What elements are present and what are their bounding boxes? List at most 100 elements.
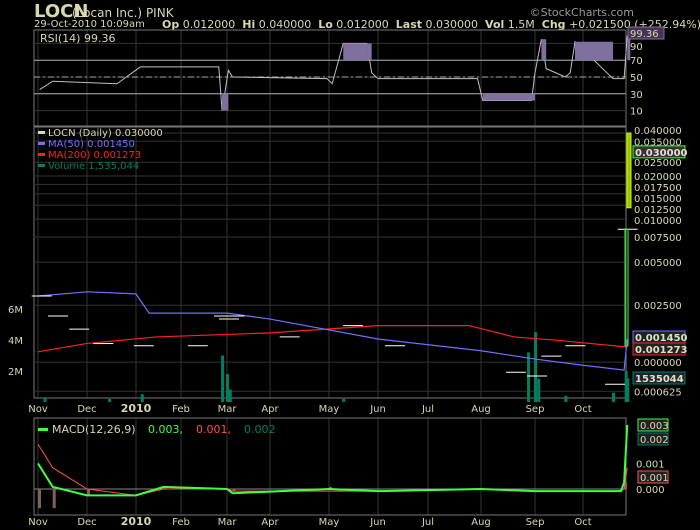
month-label: May [319,517,340,528]
volume-bar [342,398,346,402]
company: (Locan Inc.) [72,6,143,20]
legend-swatch [38,131,45,134]
macd-last-box [637,432,669,446]
ma50-line [37,291,628,371]
volume-bar [108,398,112,402]
macd-histogram-bar [87,489,90,496]
rsi-fill [575,41,614,61]
price-tick: 0.010000 [634,216,682,227]
macd-histogram-bar [329,486,332,489]
legend-swatch [38,164,45,167]
price-legend: MA(200) 0.001273 [48,150,141,161]
volume-last-label: 1535044 [635,374,684,385]
month-label: Apr [261,517,279,528]
brand[interactable]: ©StockCharts.com [529,6,634,19]
legend-swatch [38,428,48,431]
month-label: Apr [261,404,279,415]
month-label: Feb [172,517,190,528]
macd-line [37,425,629,497]
price-tick: 0.035000 [634,137,682,148]
volume-bar [221,355,225,402]
macd-signal-line [37,444,628,496]
price-legend: MA(50) 0.001450 [48,139,135,150]
volume-bar [612,392,616,402]
volume-bar [226,374,229,402]
price-tick: 0.020000 [634,172,682,183]
month-label: Jun [369,517,386,528]
month-label: Nov [28,517,48,528]
macd-histogram-bar [232,489,236,492]
company-name: (Locan Inc.) PINK [72,6,174,20]
macd-legend-value: 0.003, [148,423,183,436]
price-legend: LOCN (Daily) 0.030000 [48,128,163,139]
macd-histogram-bar [52,489,56,509]
price-legend: Volume 1,535,044 [48,161,139,172]
macd-legend: MACD(12,26,9) [52,423,136,436]
month-label: 2010 [121,402,152,415]
macd-tick: 0.001 [636,460,665,471]
volume-bar [534,332,537,402]
month-label: Jun [369,404,386,415]
quote-op: Op 0.012000 [162,18,236,31]
month-label: Nov [28,404,48,415]
month-label: Sep [526,404,545,415]
month-label: Aug [471,517,491,528]
panel-frame [33,29,627,127]
rsi-fill [366,43,372,61]
rsi-last-box [627,26,665,40]
quote-chg: Chg +0.021500 (+252.94%) [541,18,700,31]
rsi-tick: 90 [630,42,643,53]
month-label: 2010 [121,515,152,528]
month-label: Feb [172,404,190,415]
price-tick: 0.007500 [634,233,682,244]
exchange: PINK [145,6,174,20]
legend-swatch [38,153,45,156]
price-tick: 0.017500 [634,183,682,194]
quote-last: Last 0.030000 [395,18,479,31]
month-label: Jul [421,517,434,528]
macd-histogram-bar [624,482,628,489]
month-label: Aug [471,404,491,415]
macd-tick: 0.000 [636,485,665,496]
macd-histogram-bar [38,489,41,509]
volume-bar [527,352,531,402]
quote-hi: Hi 0.040000 [242,18,312,31]
macd-last-label: 0.003 [640,421,669,432]
month-label: Sep [526,517,545,528]
legend-swatch [38,142,45,145]
volume-bar [228,389,232,402]
panel-frame [33,417,627,516]
ma200-last-label-box [632,342,686,356]
quote-lo: Lo 0.012000 [318,18,389,31]
quote-datetime: 29-Oct-2010 10:09am [34,19,145,30]
macd-last-box [637,418,669,432]
symbol: LOCN [34,1,89,22]
price-tick: 0.000625 [634,387,682,398]
volume-last-label-box [632,371,686,385]
rsi-tick: 50 [630,73,643,84]
rsi-fill [531,93,535,101]
macd-legend-value: 0.001, [196,423,231,436]
price-tick: 0.000000 [634,358,682,369]
month-label: Dec [77,404,96,415]
last-candle [626,132,632,209]
price-tick: 0.012500 [634,205,682,216]
macd-legend-value: 0.002 [244,423,276,436]
volume-bar [140,394,144,402]
rsi-tick: 30 [630,90,643,101]
ma200-last-label: 0.001273 [635,345,688,356]
volume-bar [43,397,47,402]
macd-last-box [637,470,669,484]
rsi-tick: 70 [630,56,643,67]
rsi-line [39,35,628,111]
month-label: Oct [574,517,591,528]
volume-tick: 6M [8,305,23,316]
volume-bar [564,395,568,402]
price-tick: 0.025000 [634,158,682,169]
prev-candle [624,228,629,347]
rsi-fill [482,93,532,101]
volume-tick: 2M [8,367,23,378]
volume-bar [626,378,630,402]
